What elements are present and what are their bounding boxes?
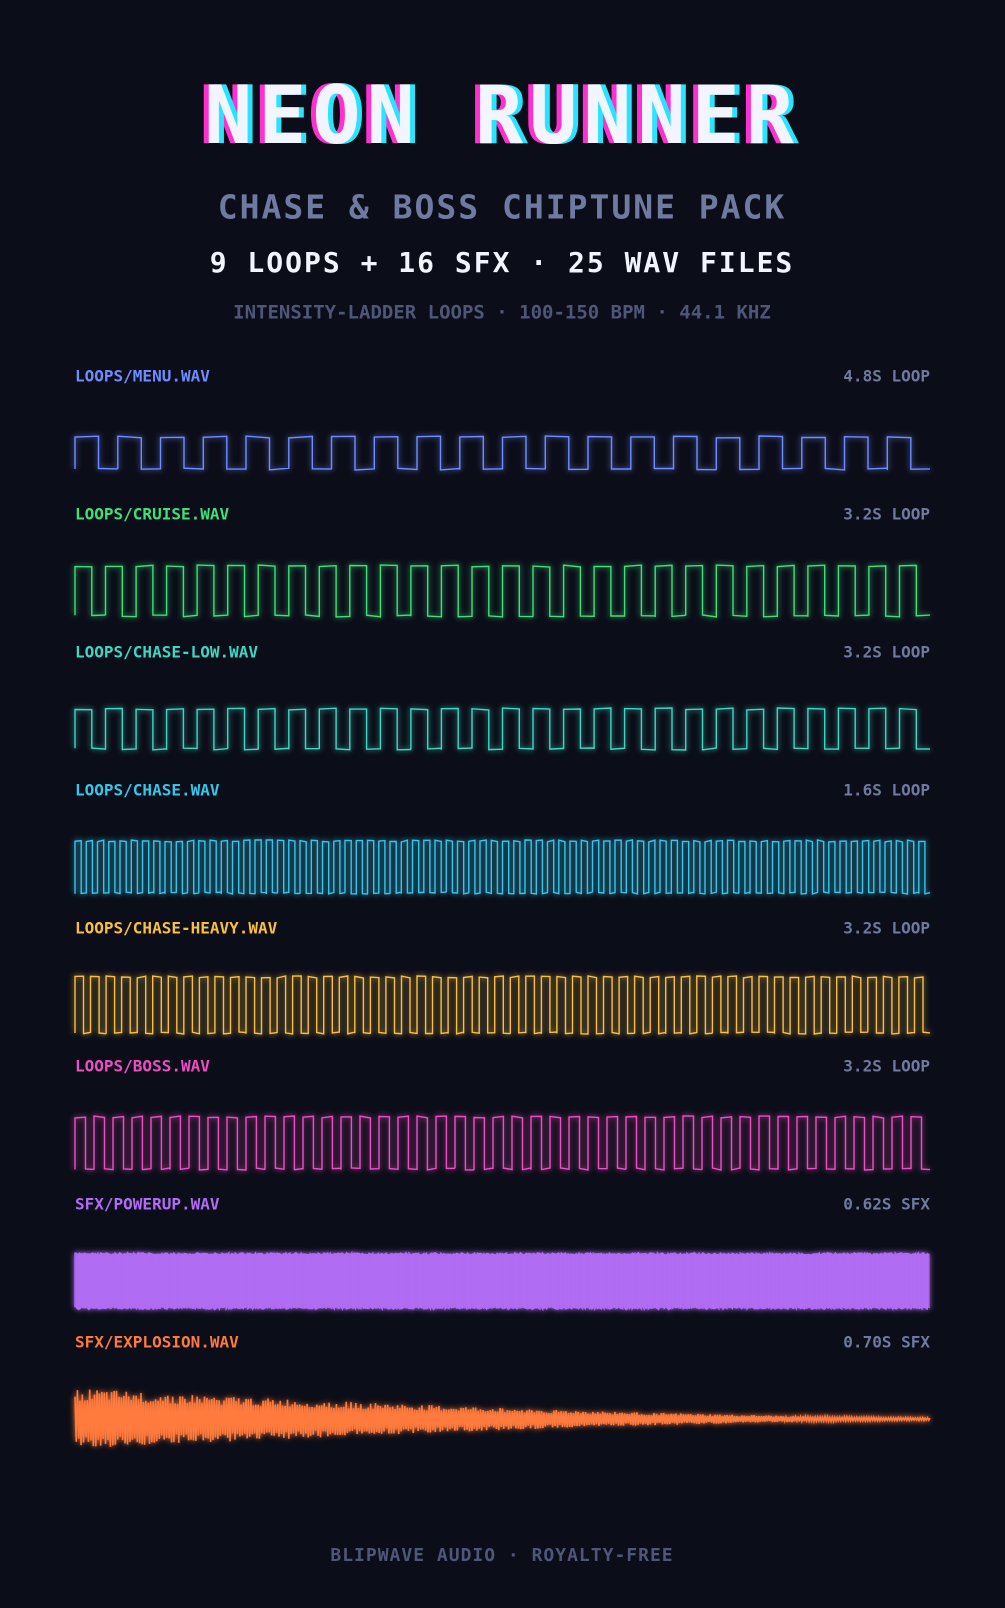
title-group: NEON RUNNER NEON RUNNER NEON RUNNER (199, 69, 805, 162)
track-duration: 0.62S SFX (843, 1195, 930, 1214)
track-duration: 3.2S LOOP (843, 919, 930, 938)
waveform (74, 839, 931, 895)
track-list: LOOPS/MENU.WAV 4.8S LOOP LOOPS/CRUISE.WAV 3… (74, 367, 931, 1447)
track-duration: 0.70S SFX (843, 1333, 930, 1352)
summary: 9 LOOPS + 16 SFX · 25 WAV FILES (210, 246, 795, 279)
waveform (74, 1389, 931, 1447)
title: NEON RUNNER (204, 69, 800, 162)
track-duration: 1.6S LOOP (843, 781, 930, 800)
track-file: LOOPS/CHASE.WAV (75, 781, 220, 800)
track-file: SFX/EXPLOSION.WAV (75, 1333, 239, 1352)
waveform (74, 975, 931, 1035)
track-duration: 3.2S LOOP (843, 643, 930, 662)
track-file: LOOPS/CHASE-LOW.WAV (75, 643, 258, 662)
title-shadow-cyan: NEON RUNNER (209, 69, 805, 162)
track-duration: 4.8S LOOP (843, 367, 930, 386)
waveform (74, 435, 931, 471)
footer: BLIPWAVE AUDIO · ROYALTY-FREE (330, 1545, 673, 1566)
subtitle: CHASE & BOSS CHIPTUNE PACK (218, 188, 787, 227)
waveform (74, 1250, 931, 1312)
title-shadow-magenta: NEON RUNNER (199, 69, 795, 162)
track-file: LOOPS/MENU.WAV (75, 367, 210, 386)
specs: INTENSITY-LADDER LOOPS · 100-150 BPM · 4… (233, 302, 771, 324)
track-file: SFX/POWERUP.WAV (75, 1195, 220, 1214)
track-file: LOOPS/BOSS.WAV (75, 1057, 210, 1076)
track-file: LOOPS/CRUISE.WAV (75, 505, 229, 524)
waveform (74, 1115, 931, 1171)
track-duration: 3.2S LOOP (843, 505, 930, 524)
waveform (74, 564, 931, 618)
track-file: LOOPS/CHASE-HEAVY.WAV (75, 919, 278, 938)
track-duration: 3.2S LOOP (843, 1057, 930, 1076)
waveform (74, 707, 931, 751)
